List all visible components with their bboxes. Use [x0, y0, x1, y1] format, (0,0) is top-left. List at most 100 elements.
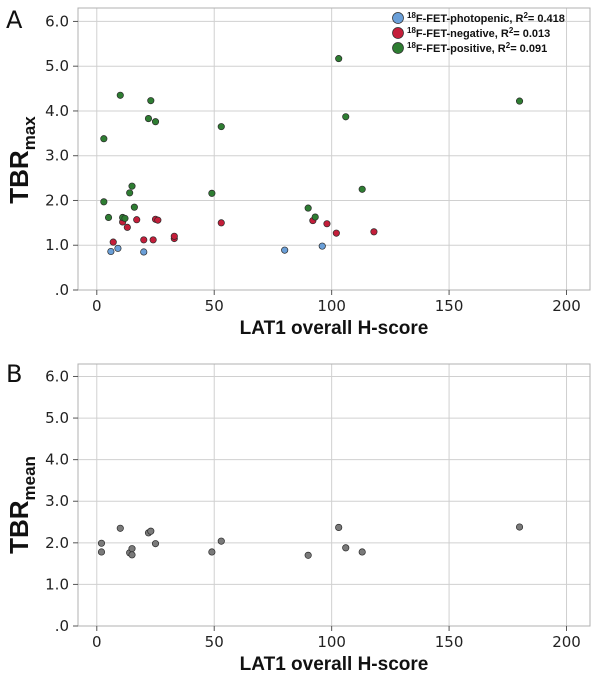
panel-b-y-tick-label: 6.0 [45, 367, 69, 385]
panel-b-x-tick-label: 200 [552, 633, 581, 651]
panel-b-series-0-point [335, 523, 343, 531]
legend-entry-0-isotope: 18 [407, 11, 416, 20]
panel-b-chart: .0 1.0 2.0 3.0 4.0 5.0 6.0 0 50 100 150 200 LAT1 o… [4, 363, 591, 675]
panel-a-chart: .01.02.03.04.05.06.0 0 50 100 150 200 18F-FE… [4, 7, 591, 339]
panel-b-y-axis-label: TBRmean [4, 456, 39, 554]
panel-a-series-1-point [217, 219, 225, 227]
panel-a-y-tick-label: 4.0 [45, 102, 69, 120]
panel-a-y-tick-label: .0 [55, 281, 69, 299]
panel-a-series-0-point [114, 244, 122, 252]
panel-a-series-2-point [144, 115, 153, 123]
panel-a-series-1-point [109, 238, 117, 246]
panel-a-series-2-point [342, 113, 350, 121]
legend-marker-0 [392, 12, 404, 24]
panel-a-series-2-point [121, 214, 129, 222]
panel-b-series-0-point [358, 548, 366, 556]
panel-b-y-axis-label-sub: mean [20, 456, 39, 500]
panel-a-x-ticks: 0 50 100 150 200 [92, 290, 581, 315]
panel-a-y-tick-label: 5.0 [45, 57, 69, 75]
panel-a-series-1-point [332, 229, 340, 237]
legend-marker-2 [392, 42, 404, 54]
panel-b-series-0-point [515, 523, 524, 531]
panel-a-series-2-point [128, 182, 136, 190]
panel-a-series-1-point [170, 232, 178, 240]
panel-a-series-1-point [370, 228, 378, 236]
panel-a-series-1-point [133, 216, 141, 224]
panel-b-y-ticks: .0 1.0 2.0 3.0 4.0 5.0 6.0 [45, 367, 78, 635]
panel-a-series-2-point [151, 118, 160, 126]
panel-a-series-0-point [107, 247, 115, 256]
panel-b-y-tick-label: 3.0 [45, 492, 69, 510]
panel-b-y-tick-label: .0 [55, 617, 69, 635]
panel-b-plot-frame [77, 363, 591, 627]
legend-entry-1-isotope: 18 [407, 26, 416, 35]
panel-b-x-tick-label: 100 [317, 633, 346, 651]
legend-entry-1: 18F-FET-negative, R2= 0.013 [407, 26, 550, 40]
panel-a-series-1-point [149, 236, 157, 244]
panel-a-plot-frame [77, 7, 591, 291]
legend-entry-2-value: = 0.091 [510, 43, 547, 55]
legend-entry-1-name: F-FET-negative, R [416, 28, 509, 40]
panel-a-series-2-point [147, 97, 155, 105]
panel-b-series-0-point [147, 527, 155, 535]
panel-b-series-0-point [116, 524, 124, 532]
panel-a-series-2-point [100, 135, 108, 143]
panel-b-series-0-point [97, 548, 106, 556]
panel-b-x-ticks: 0 50 100 150 200 [92, 626, 581, 651]
panel-b-series-0-point [97, 539, 106, 547]
panel-a-y-tick-label: 3.0 [45, 147, 69, 165]
panel-a-series-0-point [140, 248, 148, 256]
panel-a-series-2-point [335, 55, 343, 63]
panel-a-series-2-point [100, 198, 108, 206]
panel-a-x-tick-label: 200 [552, 297, 581, 315]
panel-a-series-2-point [130, 203, 138, 211]
panel-b-series-0-point [342, 544, 350, 552]
panel-b-x-tick-label: 0 [92, 633, 102, 651]
panel-a-y-axis-label-main: TBR [4, 150, 34, 204]
panel-a-y-tick-label: 1.0 [45, 236, 69, 254]
panel-a-series-2-point [104, 213, 113, 222]
panel-a-y-tick-label: 2.0 [45, 191, 69, 209]
panel-a-series-1-point [323, 220, 331, 228]
panel-a-series-2-point [515, 97, 524, 105]
panel-a-label: A [6, 6, 23, 34]
panel-a-series-1-point [123, 223, 131, 231]
panel-b-y-tick-label: 2.0 [45, 534, 69, 552]
panel-a-series-2-point [311, 213, 319, 221]
panel-a-series-2-point [358, 185, 366, 193]
panel-b-label: B [6, 360, 22, 388]
panel-a-x-tick-label: 50 [205, 297, 224, 315]
panel-b-points [97, 523, 524, 559]
panel-a-y-ticks: .0 1.0 2.0 3.0 4.0 5.0 6.0 [45, 12, 78, 299]
panel-a-points [100, 55, 524, 256]
legend-entry-2-isotope: 18 [407, 41, 416, 50]
panel-a-series-2-point [304, 204, 312, 212]
panel-a-series-2-point [116, 91, 124, 99]
panel-a-x-tick-label: 100 [317, 297, 346, 315]
panel-b-series-0-point [128, 545, 136, 553]
legend-entry-0-value: = 0.418 [528, 13, 565, 25]
legend-marker-1 [392, 27, 404, 39]
panel-a-x-tick-label: 150 [435, 297, 464, 315]
panel-a-series-0-point [318, 242, 326, 250]
panel-a-y-tick-label: 6.0 [45, 12, 69, 30]
panel-b-series-0-point [208, 548, 216, 556]
panel-b-y-tick-label: 4.0 [45, 451, 69, 469]
panel-a-series-2-point [208, 189, 216, 197]
panel-a-x-tick-label: 0 [92, 297, 102, 315]
panel-a-series-2-point [126, 189, 134, 197]
legend-entry-1-value: = 0.013 [513, 28, 550, 40]
legend-entry-0: 18F-FET-photopenic, R2= 0.418 [407, 11, 565, 25]
panel-a-y-axis-label-sub: max [20, 116, 39, 151]
legend-entry-2-name: F-FET-positive, R [416, 43, 506, 55]
panel-b-y-axis-label-main: TBR [4, 500, 34, 554]
panel-b-series-0-point [128, 551, 136, 559]
panel-b-series-0-point [217, 537, 225, 545]
panel-a-series-1-point [154, 216, 162, 224]
panel-a-series-0-point [281, 246, 289, 254]
panel-a-y-axis-label: TBRmax [4, 116, 39, 204]
panel-b-y-tick-label: 1.0 [45, 575, 69, 593]
panel-a-x-axis-label: LAT1 overall H-score [240, 318, 429, 339]
panel-a-gridlines [78, 8, 590, 290]
panel-b-series-0-point [304, 551, 312, 559]
